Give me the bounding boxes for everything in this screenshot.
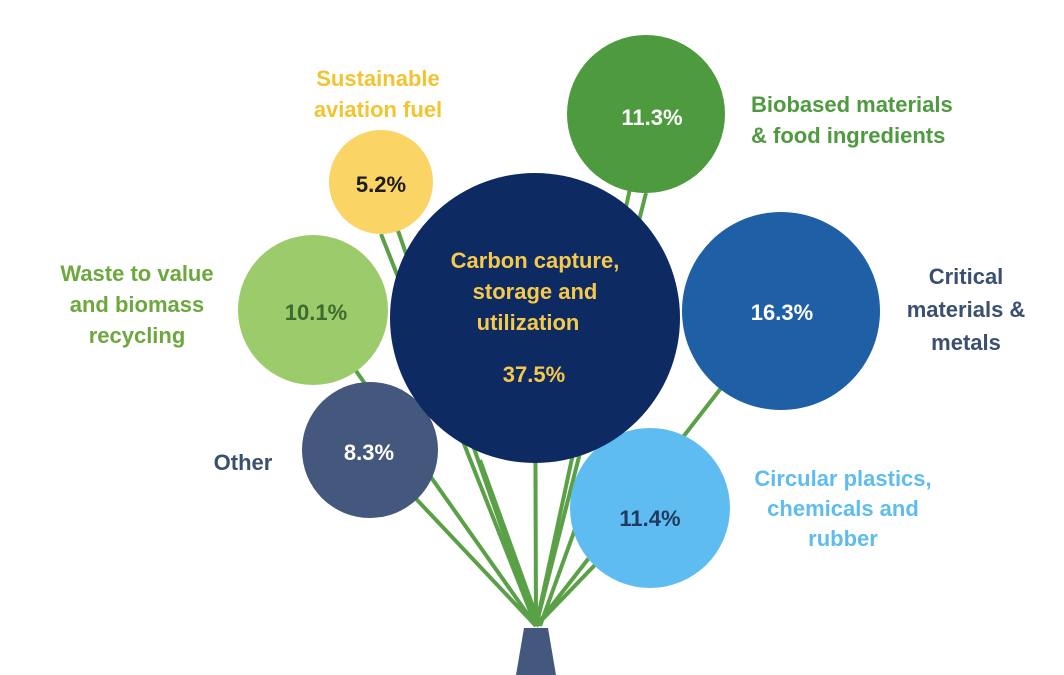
label-other: Other (214, 450, 273, 475)
label-line: Carbon capture, (451, 248, 620, 273)
bubble-circle (570, 428, 730, 588)
label-carbon-capture: Carbon capture, storage and utilization (451, 248, 620, 335)
bubble-sustainable-aviation-fuel: 5.2% (329, 130, 433, 234)
label-line: recycling (89, 323, 186, 348)
bubble-circle (302, 382, 438, 518)
label-line: metals (931, 330, 1001, 355)
label-line: Sustainable (316, 66, 439, 91)
label-line: Biobased materials (751, 92, 953, 117)
bubble-value: 16.3% (751, 300, 813, 325)
bubble-other: 8.3% (302, 382, 438, 518)
bubble-circle (238, 235, 388, 385)
stem-other (410, 493, 538, 628)
bubble-waste-to-value: 10.1% (238, 235, 388, 385)
label-line: & food ingredients (751, 123, 945, 148)
tree-base (516, 628, 556, 675)
bubble-value: 5.2% (356, 172, 406, 197)
bubble-circle (567, 35, 725, 193)
bubble-value: 10.1% (285, 300, 347, 325)
bubble-carbon-capture: 37.5% (390, 173, 680, 463)
bubble-circle (682, 212, 880, 410)
bubble-value: 11.4% (619, 506, 680, 531)
bubble-circular-plastics: 11.4% (570, 428, 730, 588)
bubble-circle (329, 130, 433, 234)
bubble-circle (390, 173, 680, 463)
bubble-value: 8.3% (344, 440, 394, 465)
label-line: aviation fuel (314, 97, 442, 122)
label-line: Critical (929, 264, 1004, 289)
label-line: Other (214, 450, 273, 475)
stem-inner-0 (478, 459, 542, 627)
label-circular-plastics: Circular plastics, chemicals and rubber (754, 466, 931, 551)
label-line: materials & (907, 297, 1026, 322)
label-waste-to-value: Waste to value and biomass recycling (60, 261, 213, 348)
label-line: Waste to value (60, 261, 213, 286)
label-line: rubber (808, 526, 878, 551)
bubble-critical-materials: 16.3% (682, 212, 880, 410)
label-line: Circular plastics, (754, 466, 931, 491)
bubble-biobased-materials: 11.3% (567, 35, 725, 193)
stem-carbon-capture (533, 448, 538, 627)
label-line: storage and (473, 279, 598, 304)
label-line: chemicals and (767, 496, 919, 521)
bubble-value: 37.5% (503, 362, 565, 387)
label-sustainable-aviation-fuel: Sustainable aviation fuel (314, 66, 442, 122)
bubble-value: 11.3% (621, 105, 682, 130)
stem-circular-plastics (534, 558, 602, 628)
label-line: utilization (477, 310, 580, 335)
label-biobased-materials: Biobased materials & food ingredients (751, 92, 953, 148)
label-critical-materials: Critical materials & metals (907, 264, 1026, 355)
label-line: and biomass (70, 292, 204, 317)
